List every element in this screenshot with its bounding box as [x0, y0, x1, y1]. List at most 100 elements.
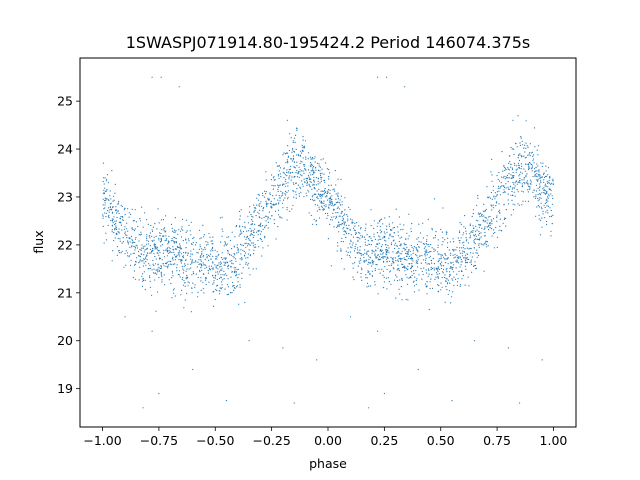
data-point [233, 257, 235, 259]
data-point [469, 236, 471, 238]
data-point [283, 177, 285, 179]
data-point [337, 194, 339, 196]
data-point [515, 169, 517, 171]
data-point [167, 247, 169, 249]
data-point [158, 277, 160, 279]
data-point [287, 182, 289, 184]
data-point [330, 201, 332, 203]
data-point [293, 196, 295, 198]
data-point [349, 208, 351, 211]
data-point [427, 275, 429, 277]
data-point [412, 257, 414, 260]
data-point [536, 176, 538, 178]
data-point [483, 242, 485, 244]
data-point [301, 175, 303, 177]
data-point [232, 263, 234, 265]
data-point [323, 200, 325, 202]
data-point [372, 250, 374, 252]
data-point [192, 271, 194, 273]
data-point [222, 279, 224, 281]
data-point [489, 223, 491, 225]
data-point [496, 175, 498, 177]
data-point [259, 223, 261, 225]
data-point [181, 218, 184, 220]
data-point [352, 236, 355, 238]
data-point [171, 297, 173, 299]
data-point [132, 277, 134, 279]
data-point [286, 219, 288, 221]
data-point [328, 178, 330, 180]
data-point [544, 185, 546, 187]
data-point [483, 203, 485, 205]
data-point [474, 264, 477, 267]
data-point [319, 173, 322, 175]
data-point [245, 257, 247, 259]
data-point [425, 251, 427, 253]
data-point [177, 233, 179, 235]
data-point [488, 196, 490, 198]
data-point [169, 251, 171, 253]
data-point [422, 273, 424, 276]
data-point [278, 202, 280, 204]
data-point [412, 250, 414, 252]
data-point [167, 252, 169, 254]
data-point [158, 270, 160, 272]
data-point [398, 270, 400, 272]
data-point [331, 216, 333, 218]
data-point [113, 199, 115, 201]
data-point [404, 244, 406, 246]
data-point [145, 264, 147, 266]
data-point [459, 247, 461, 249]
data-point [215, 267, 217, 269]
data-point [529, 162, 531, 164]
data-point [239, 218, 241, 220]
data-point [178, 254, 180, 256]
data-point [423, 247, 425, 249]
data-point [178, 250, 180, 252]
data-point [117, 210, 119, 212]
data-point [532, 160, 534, 162]
data-point [536, 173, 538, 175]
data-point [519, 180, 521, 182]
data-point [151, 249, 153, 251]
data-point [190, 267, 192, 269]
data-point [401, 277, 403, 280]
data-point [428, 256, 430, 259]
data-point [505, 183, 507, 185]
data-point [235, 286, 238, 288]
data-point [191, 243, 193, 246]
data-point [452, 291, 454, 293]
data-point [128, 216, 130, 218]
data-point [110, 198, 112, 200]
data-point [489, 227, 491, 229]
data-point [181, 278, 183, 281]
data-point [308, 152, 310, 154]
data-point [186, 268, 188, 270]
data-point [440, 228, 442, 230]
data-point [391, 229, 393, 231]
data-point [369, 273, 371, 275]
data-point [348, 233, 350, 235]
data-point [311, 157, 314, 159]
data-point [539, 176, 542, 178]
data-point [148, 275, 151, 277]
data-point [318, 193, 320, 195]
data-point [269, 202, 271, 204]
data-point [344, 209, 346, 211]
data-point [390, 242, 392, 244]
data-point [423, 267, 425, 269]
data-point [178, 252, 180, 254]
data-point [248, 211, 251, 213]
data-point [412, 248, 414, 250]
data-point [432, 287, 434, 289]
data-point [378, 259, 380, 261]
data-point [395, 252, 397, 254]
data-point [471, 256, 473, 258]
data-point [410, 257, 412, 260]
data-point [324, 181, 326, 183]
data-point [535, 215, 537, 217]
data-point [537, 187, 539, 189]
data-point [529, 143, 531, 145]
data-point [257, 199, 259, 201]
data-point [438, 285, 440, 287]
